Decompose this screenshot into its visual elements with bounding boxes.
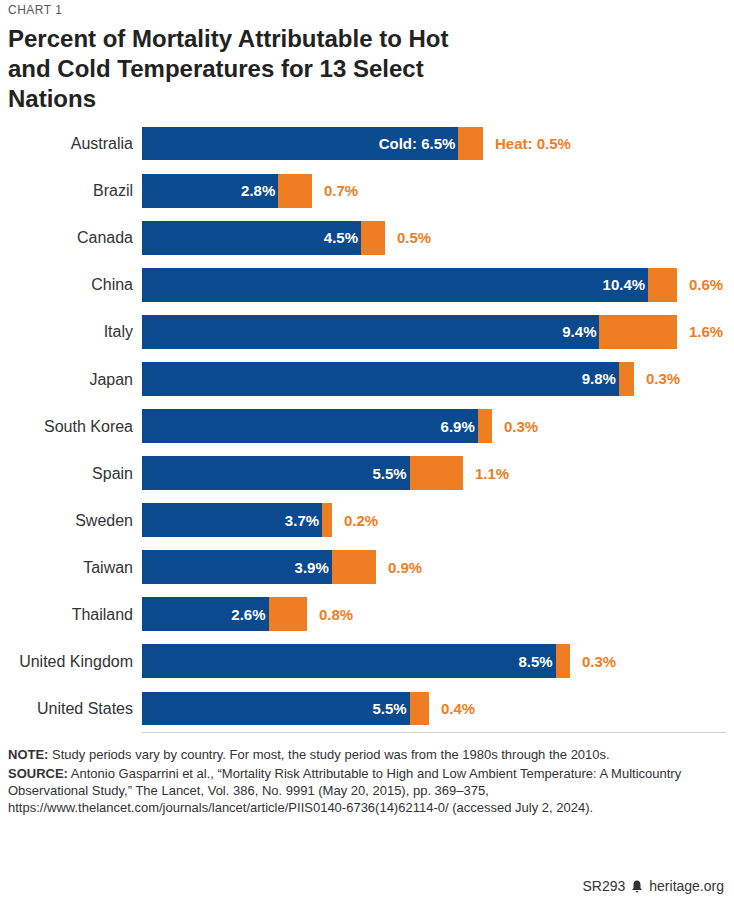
svg-text:9.4%: 9.4% — [562, 323, 596, 340]
svg-text:Thailand: Thailand — [72, 606, 133, 623]
svg-text:5.5%: 5.5% — [372, 700, 406, 717]
svg-text:2.8%: 2.8% — [241, 182, 275, 199]
svg-text:Heat: 0.5%: Heat: 0.5% — [495, 135, 571, 152]
svg-text:0.9%: 0.9% — [388, 559, 422, 576]
svg-text:United States: United States — [37, 700, 133, 717]
svg-text:0.4%: 0.4% — [441, 700, 475, 717]
svg-text:South Korea: South Korea — [44, 418, 133, 435]
svg-text:0.2%: 0.2% — [344, 512, 378, 529]
svg-text:5.5%: 5.5% — [372, 465, 406, 482]
html-text:NOTE: Study periods vary by co: NOTE: Study periods vary by country. For… — [8, 747, 610, 762]
html-text:heritage.org: heritage.org — [649, 878, 724, 894]
svg-text:Sweden: Sweden — [75, 512, 133, 529]
svg-text:0.6%: 0.6% — [689, 276, 723, 293]
svg-text:0.3%: 0.3% — [582, 653, 616, 670]
svg-text:0.7%: 0.7% — [324, 182, 358, 199]
svg-text:0.8%: 0.8% — [319, 606, 353, 623]
svg-text:China: China — [91, 276, 133, 293]
svg-text:Canada: Canada — [77, 229, 133, 246]
html-text:SR293: SR293 — [582, 878, 626, 894]
html-text:CHART 1: CHART 1 — [8, 3, 63, 17]
html-text:Percent of Mortality Attributa: Percent of Mortality Attributable to Hot… — [8, 25, 449, 112]
svg-text:10.4%: 10.4% — [603, 276, 646, 293]
svg-text:6.9%: 6.9% — [441, 418, 475, 435]
svg-text:Italy: Italy — [104, 323, 133, 340]
svg-text:1.1%: 1.1% — [475, 465, 509, 482]
svg-text:United Kingdom: United Kingdom — [19, 653, 133, 670]
svg-text:Japan: Japan — [89, 371, 133, 388]
svg-text:Cold: 6.5%: Cold: 6.5% — [379, 135, 456, 152]
svg-text:Brazil: Brazil — [93, 182, 133, 199]
svg-text:3.7%: 3.7% — [285, 512, 319, 529]
html-text:SOURCE: Antonio Gasparrini et: SOURCE: Antonio Gasparrini et al., “Mort… — [8, 766, 682, 815]
svg-text:0.3%: 0.3% — [646, 370, 680, 387]
svg-text:3.9%: 3.9% — [295, 559, 329, 576]
svg-text:0.5%: 0.5% — [397, 229, 431, 246]
svg-text:4.5%: 4.5% — [324, 229, 358, 246]
svg-text:9.8%: 9.8% — [582, 370, 616, 387]
svg-text:Taiwan: Taiwan — [83, 559, 133, 576]
svg-text:Australia: Australia — [71, 135, 133, 152]
svg-text:Spain: Spain — [92, 465, 133, 482]
svg-text:1.6%: 1.6% — [689, 323, 723, 340]
svg-text:2.6%: 2.6% — [231, 606, 265, 623]
svg-text:0.3%: 0.3% — [504, 418, 538, 435]
svg-text:8.5%: 8.5% — [518, 653, 552, 670]
